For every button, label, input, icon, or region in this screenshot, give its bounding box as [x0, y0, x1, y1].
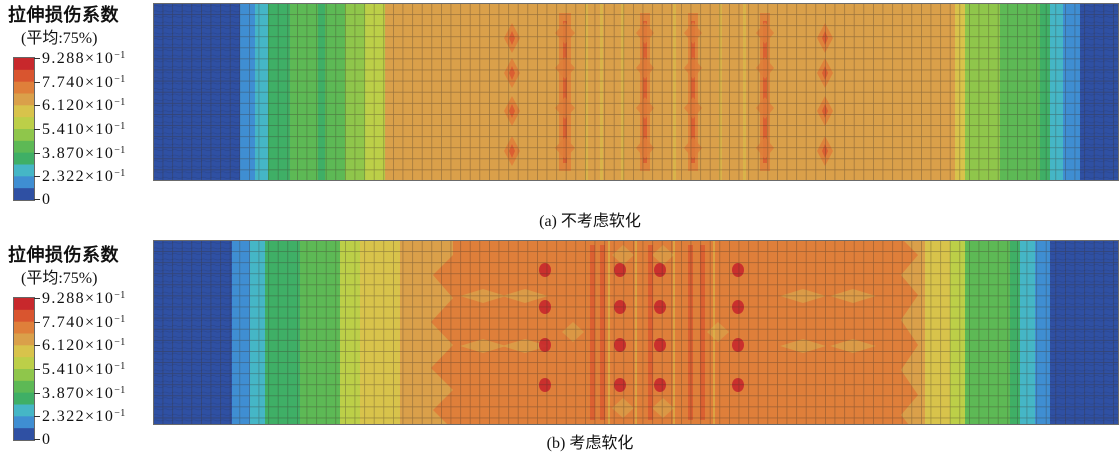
legend-subtitle: (平均:75%): [21, 269, 97, 288]
panel-a: 拉伸损伤系数 (平均:75%) 9.288×10−1 7.740×10−1 6.…: [0, 0, 1119, 221]
legend-label-value: 7.740×10: [42, 314, 114, 331]
legend-color-band: [14, 345, 34, 357]
legend-label-exponent: −1: [114, 168, 125, 179]
legend-tick: [34, 153, 40, 154]
legend-tick: [34, 393, 40, 394]
legend-label: 0: [42, 431, 51, 449]
legend-label: 6.120×10−1: [42, 337, 126, 355]
legend-color-band: [14, 405, 34, 417]
legend-label-exponent: −1: [114, 385, 125, 396]
legend-color-band: [14, 357, 34, 369]
legend-label-value: 6.120×10: [42, 337, 114, 354]
legend-label-exponent: −1: [114, 74, 125, 85]
legend-label: 9.288×10−1: [42, 290, 126, 308]
legend-label: 2.322×10−1: [42, 408, 126, 426]
legend-color-band: [14, 310, 34, 322]
caption: (b) 考虑软化: [430, 434, 750, 453]
panel-b: 拉伸损伤系数 (平均:75%) 9.288×10−1 7.740×10−1 6.…: [0, 240, 1119, 461]
legend-color-band: [14, 58, 34, 70]
legend-label-value: 7.740×10: [42, 74, 114, 91]
legend-label-exponent: −1: [114, 337, 125, 348]
caption: (a) 不考虑软化: [430, 212, 750, 231]
legend-label: 5.410×10−1: [42, 361, 126, 379]
legend-tick: [34, 416, 40, 417]
element-mesh: [153, 240, 1119, 425]
element-mesh: [153, 3, 1119, 181]
legend-label: 7.740×10−1: [42, 314, 126, 332]
legend-tick: [34, 298, 40, 299]
legend-label: 3.870×10−1: [42, 385, 126, 403]
legend-color-band: [14, 94, 34, 106]
legend-tick: [34, 199, 40, 200]
legend-color-band: [14, 153, 34, 165]
color-bar-graphic: [14, 298, 34, 440]
legend-color-band: [14, 82, 34, 94]
legend-label: 3.870×10−1: [42, 145, 126, 163]
legend-label: 2.322×10−1: [42, 168, 126, 186]
legend-label: 9.288×10−1: [42, 50, 126, 68]
legend-color-band: [14, 298, 34, 310]
legend-tick: [34, 369, 40, 370]
legend-color-band: [14, 322, 34, 334]
legend-color-band: [14, 117, 34, 129]
legend-label-value: 9.288×10: [42, 290, 114, 307]
legend: 拉伸损伤系数 (平均:75%) 9.288×10−1 7.740×10−1 6.…: [0, 240, 150, 461]
legend-color-band: [14, 105, 34, 117]
legend-color-band: [14, 129, 34, 141]
legend-label-value: 2.322×10: [42, 408, 114, 425]
legend-title: 拉伸损伤系数: [8, 246, 119, 266]
legend-label-value: 9.288×10: [42, 50, 114, 67]
legend-label-exponent: −1: [114, 50, 125, 61]
legend-label-exponent: −1: [114, 361, 125, 372]
color-bar: [14, 58, 34, 200]
legend-tick: [34, 176, 40, 177]
contour-plot: [153, 3, 1119, 181]
legend-label-exponent: −1: [114, 145, 125, 156]
legend-tick: [34, 322, 40, 323]
legend: 拉伸损伤系数 (平均:75%) 9.288×10−1 7.740×10−1 6.…: [0, 0, 150, 221]
legend-label-exponent: −1: [114, 97, 125, 108]
legend-subtitle: (平均:75%): [21, 29, 97, 48]
legend-tick: [34, 129, 40, 130]
legend-label-value: 2.322×10: [42, 168, 114, 185]
legend-tick: [34, 439, 40, 440]
legend-title: 拉伸损伤系数: [8, 6, 119, 26]
legend-label: 7.740×10−1: [42, 74, 126, 92]
legend-color-band: [14, 188, 34, 200]
legend-label-exponent: −1: [114, 290, 125, 301]
legend-label-value: 0: [42, 431, 51, 448]
legend-label: 5.410×10−1: [42, 121, 126, 139]
legend-tick: [34, 58, 40, 59]
legend-label-value: 0: [42, 191, 51, 208]
legend-tick: [34, 105, 40, 106]
legend-label-value: 3.870×10: [42, 145, 114, 162]
legend-color-band: [14, 334, 34, 346]
legend-label-exponent: −1: [114, 314, 125, 325]
legend-label-value: 5.410×10: [42, 361, 114, 378]
legend-color-band: [14, 369, 34, 381]
legend-color-band: [14, 428, 34, 440]
legend-label-exponent: −1: [114, 121, 125, 132]
legend-label-value: 3.870×10: [42, 385, 114, 402]
legend-label-value: 5.410×10: [42, 121, 114, 138]
legend-label: 6.120×10−1: [42, 97, 126, 115]
legend-color-band: [14, 416, 34, 428]
legend-color-band: [14, 70, 34, 82]
legend-color-band: [14, 381, 34, 393]
legend-color-band: [14, 393, 34, 405]
legend-color-band: [14, 141, 34, 153]
color-bar: [14, 298, 34, 440]
contour-plot: [153, 240, 1119, 425]
legend-color-band: [14, 176, 34, 188]
legend-color-band: [14, 165, 34, 177]
legend-tick: [34, 345, 40, 346]
legend-label-exponent: −1: [114, 408, 125, 419]
legend-tick: [34, 82, 40, 83]
color-bar-graphic: [14, 58, 34, 200]
legend-label: 0: [42, 191, 51, 209]
legend-label-value: 6.120×10: [42, 97, 114, 114]
